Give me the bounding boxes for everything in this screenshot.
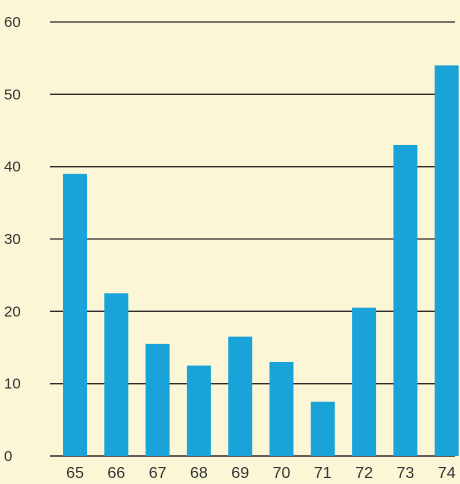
y-tick-label: 40 [4, 159, 21, 176]
bar-67 [145, 343, 170, 456]
x-tick-label: 71 [314, 465, 332, 482]
x-tick-label: 66 [107, 465, 125, 482]
bar-74 [434, 65, 459, 457]
y-tick-label: 60 [4, 14, 21, 31]
bar-66 [104, 293, 129, 456]
bar-71 [310, 401, 335, 456]
x-axis-tick-labels: 65 66 67 68 69 70 71 72 73 74 [66, 465, 456, 482]
y-tick-label: 30 [4, 231, 21, 248]
x-tick-label: 74 [438, 465, 456, 482]
y-tick-label: 50 [4, 86, 21, 103]
y-axis-tick-labels: 0 10 20 30 40 50 60 [4, 14, 21, 465]
bar-69 [228, 336, 253, 456]
bar-73 [393, 144, 418, 456]
x-tick-label: 72 [355, 465, 373, 482]
bar-72 [352, 307, 377, 456]
y-tick-label: 10 [4, 376, 21, 393]
x-tick-label: 69 [231, 465, 249, 482]
bar-65 [63, 173, 87, 456]
bars [63, 65, 459, 457]
x-tick-label: 65 [66, 465, 84, 482]
y-tick-label: 20 [4, 303, 21, 320]
x-tick-label: 67 [149, 465, 167, 482]
x-tick-label: 70 [273, 465, 291, 482]
x-tick-label: 68 [190, 465, 208, 482]
bar-70 [269, 361, 294, 456]
x-tick-label: 73 [397, 465, 415, 482]
y-tick-label: 0 [4, 448, 12, 465]
bar-68 [186, 365, 211, 456]
